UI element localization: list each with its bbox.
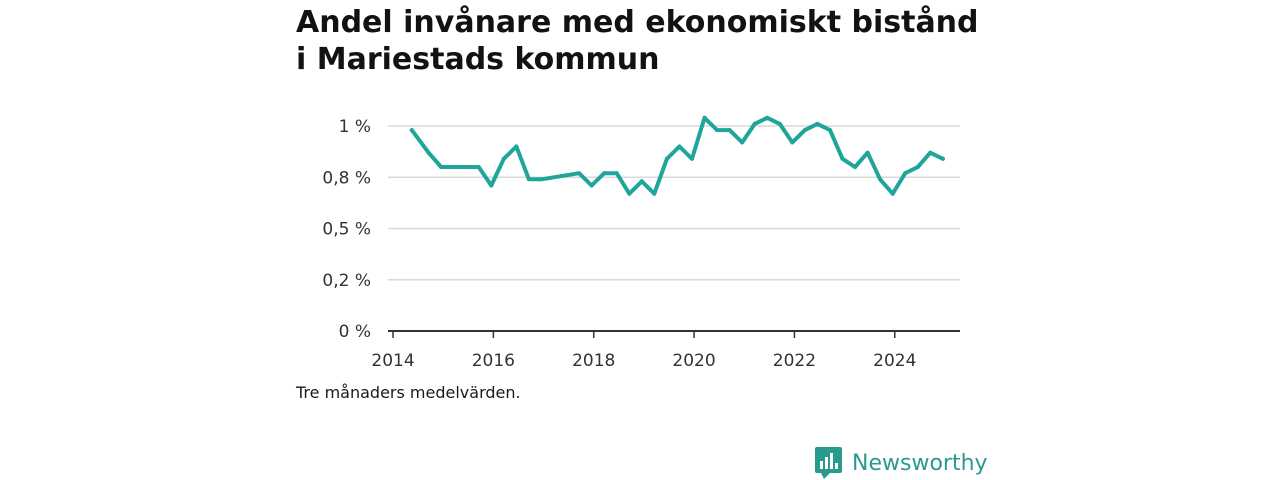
data-point: [614, 171, 619, 176]
series-group: [409, 115, 945, 196]
data-point: [664, 156, 669, 161]
x-tick-label: 2016: [472, 351, 515, 371]
data-point: [639, 179, 644, 184]
series-line: [409, 115, 945, 196]
data-point: [752, 121, 757, 126]
y-tick-label: 0,2 %: [322, 271, 371, 291]
data-point: [727, 128, 732, 133]
data-point: [828, 128, 832, 133]
data-point: [409, 128, 414, 133]
data-point: [489, 183, 494, 188]
x-tick-label: 2014: [371, 351, 414, 371]
data-point: [589, 183, 594, 188]
x-tick-label: 2018: [572, 351, 615, 371]
chart-caption: Tre månaders medelvärden.: [296, 383, 521, 402]
grid-lines: [388, 125, 960, 281]
data-point: [464, 165, 469, 169]
data-point: [865, 150, 870, 155]
bar-chart-bubble-icon: [815, 447, 842, 479]
data-point: [690, 156, 694, 161]
data-point: [501, 156, 506, 161]
brand-name: Newsworthy: [852, 450, 988, 476]
x-tick-label: 2022: [773, 351, 816, 371]
data-point: [514, 144, 519, 149]
data-point: [627, 191, 632, 196]
y-axis-ticks: 0 % 0,2 % 0,5 % 0,8 % 1 %: [322, 117, 371, 342]
data-point: [802, 128, 807, 133]
y-tick-label: 0,8 %: [322, 168, 371, 188]
data-point: [878, 177, 883, 182]
data-point: [439, 165, 444, 169]
x-tick-label: 2024: [873, 351, 916, 371]
data-point: [890, 191, 895, 196]
data-point: [476, 165, 481, 169]
y-tick-label: 0,5 %: [322, 220, 371, 240]
data-point: [840, 156, 845, 161]
chart-title: Andel invånare med ekonomiskt bistånd i …: [296, 5, 979, 77]
data-point: [602, 171, 607, 176]
data-point: [526, 177, 531, 182]
data-point: [740, 140, 745, 145]
data-point: [790, 140, 795, 145]
data-point: [940, 156, 945, 161]
y-tick-label: 1 %: [339, 117, 371, 137]
data-point: [652, 191, 657, 196]
data-point: [815, 121, 820, 126]
data-point: [426, 150, 431, 155]
data-point: [853, 165, 857, 169]
data-point: [702, 115, 707, 120]
y-tick-label: 0 %: [339, 322, 371, 342]
data-point: [777, 121, 782, 126]
data-point: [915, 165, 920, 169]
data-point: [928, 150, 933, 155]
data-point: [677, 144, 682, 149]
x-tick-label: 2020: [672, 351, 715, 371]
data-point: [715, 128, 720, 133]
data-point: [539, 177, 544, 182]
x-axis: 2014 2016 2018 2020 2022 2024: [371, 330, 960, 371]
data-point: [903, 171, 908, 176]
data-point: [765, 115, 770, 120]
data-point: [451, 165, 456, 169]
brand: Newsworthy: [815, 446, 988, 480]
data-point: [577, 171, 582, 176]
